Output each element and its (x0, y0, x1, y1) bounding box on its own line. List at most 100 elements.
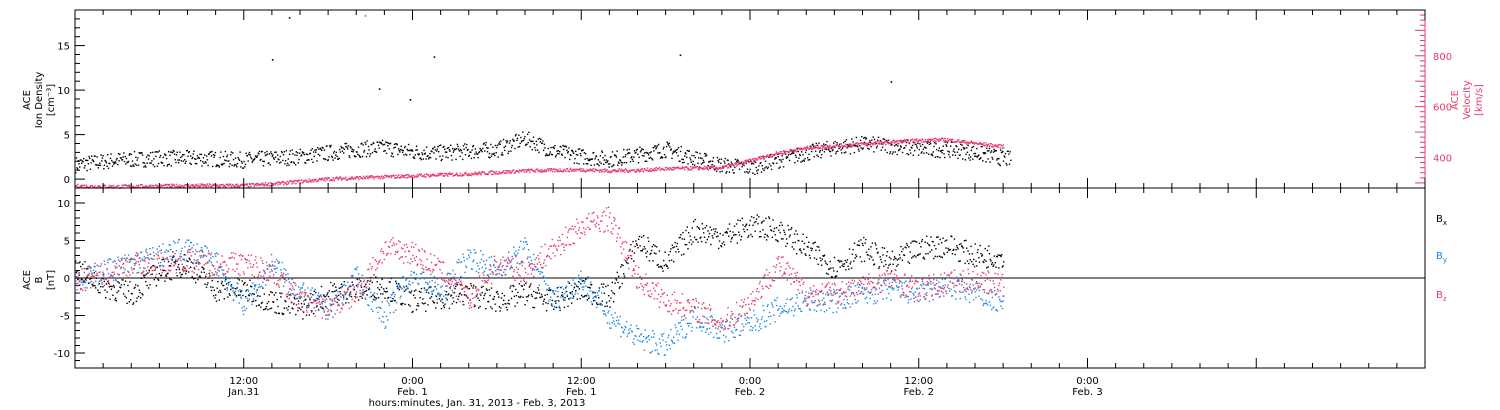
by-series-point (432, 290, 434, 292)
ion-density-series-point (347, 148, 349, 150)
velocity-series-point (128, 185, 131, 188)
bx-series-point (122, 293, 125, 295)
bx-series-point (927, 252, 929, 255)
bx-series-point (165, 275, 168, 277)
ion-density-series-point (746, 171, 748, 173)
ion-density-series-point (897, 149, 900, 152)
by-series-point (215, 252, 218, 254)
velocity-series-point (489, 172, 491, 174)
bx-series-point (623, 273, 625, 275)
velocity-series-point (412, 175, 414, 177)
ion-density-series-point (785, 157, 787, 159)
by-series-point (185, 259, 188, 261)
by-series-point (595, 306, 598, 309)
ion-density-series-point (274, 151, 276, 153)
ion-density-series-point (946, 145, 948, 147)
by-series-point (344, 294, 346, 296)
ion-density-series-point (794, 154, 797, 157)
velocity-series-point (733, 164, 736, 166)
ion-density-series-point (865, 137, 868, 139)
velocity-series-point (215, 184, 217, 186)
ion-density-series-point (366, 140, 368, 142)
ion-density-series-point (779, 166, 781, 168)
velocity-series-point (581, 169, 583, 172)
by-series-point (205, 245, 207, 247)
velocity-series-point (865, 142, 868, 144)
by-series-point (242, 313, 245, 316)
bx-series-point (998, 267, 1000, 269)
bx-series-point (460, 284, 462, 286)
velocity-series-point (443, 175, 445, 177)
bx-series-point (289, 312, 291, 314)
bx-series-point (681, 238, 683, 240)
by-series-point (563, 293, 566, 295)
ion-density-series-point (848, 145, 850, 148)
bx-series-point (493, 296, 496, 298)
velocity-series-point (829, 144, 831, 147)
velocity-series-point (655, 166, 657, 169)
bx-series-point (345, 302, 347, 304)
bx-series-point (488, 300, 490, 303)
ion-density-series-point (786, 156, 789, 159)
ion-density-series-point (136, 159, 138, 161)
bx-series-point (860, 239, 862, 241)
velocity-series-point (648, 170, 650, 172)
ion-density-series-point (645, 160, 648, 162)
velocity-series-point (547, 168, 549, 170)
bx-series-point (913, 255, 916, 257)
by-series-point (619, 315, 621, 318)
by-series-point (574, 293, 576, 295)
velocity-series-point (741, 161, 743, 163)
velocity-series-point (753, 159, 755, 162)
ion-density-series-point (563, 145, 565, 147)
ion-density-series-point (565, 146, 567, 148)
velocity-series-point (861, 143, 863, 145)
velocity-series-point (198, 185, 200, 187)
velocity-series-point (690, 166, 692, 168)
velocity-series-point (479, 172, 482, 175)
velocity-series-point (308, 178, 310, 180)
ion-density-series-point (654, 145, 656, 147)
velocity-series-point (778, 152, 780, 154)
velocity-series-point (310, 181, 312, 183)
bx-series-point (417, 302, 419, 305)
by-series-point (411, 261, 413, 263)
velocity-series-point (260, 183, 263, 185)
by-series-point (493, 259, 496, 261)
velocity-series-point (624, 171, 626, 173)
by-series-point (103, 260, 105, 262)
bx-series-point (452, 297, 454, 299)
velocity-series-point (152, 185, 154, 187)
by-series-point (365, 298, 367, 301)
velocity-series-point (367, 177, 369, 180)
velocity-series-point (328, 177, 330, 179)
velocity-series-point (369, 175, 371, 177)
ion-density-series-point (599, 155, 602, 157)
ion-density-series-point (304, 161, 306, 164)
by-series-point (292, 292, 294, 295)
ion-density-series-point (769, 153, 771, 156)
bx-series-point (928, 244, 931, 247)
bottom-left-tick-label: 10 (57, 199, 70, 210)
velocity-series-point (224, 186, 227, 188)
ion-density-series-point (182, 160, 184, 162)
by-series-point (262, 281, 264, 284)
bx-series-point (135, 300, 138, 303)
by-series-point (463, 256, 465, 258)
bx-series-point (207, 277, 210, 279)
ion-density-series-point (401, 149, 403, 151)
velocity-series-point (699, 166, 702, 169)
bx-series-point (986, 267, 988, 269)
by-series-point (75, 276, 78, 278)
bx-series-point (899, 257, 901, 259)
velocity-series-point (156, 184, 158, 187)
ion-density-series-point (107, 154, 109, 156)
bx-series-point (888, 264, 890, 267)
bx-series-point (475, 295, 478, 297)
velocity-series-point (219, 186, 221, 188)
bx-series-point (951, 235, 953, 238)
ion-density-series-point (828, 148, 830, 150)
bx-series-point (287, 309, 289, 311)
by-series-point (79, 280, 81, 282)
